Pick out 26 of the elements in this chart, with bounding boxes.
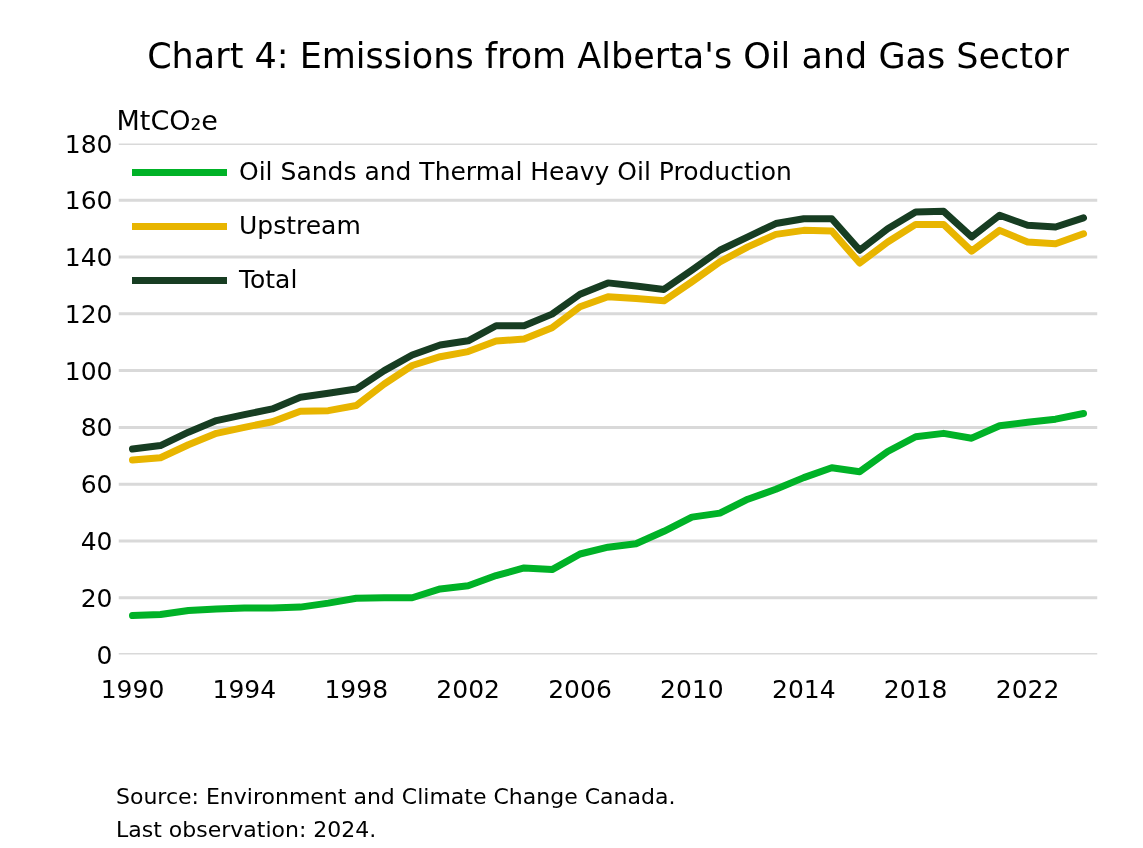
source-note: Source: Environment and Climate Change Canada. bbox=[116, 783, 676, 811]
x-tick-label: 2014 bbox=[771, 674, 836, 704]
x-tick-label: 2018 bbox=[883, 674, 948, 704]
legend-label: Upstream bbox=[239, 211, 361, 240]
y-tick-label: 60 bbox=[80, 470, 113, 500]
y-axis-title: MtCO₂e bbox=[116, 105, 218, 136]
y-tick-label: 140 bbox=[64, 243, 113, 273]
y-tick-label: 120 bbox=[64, 299, 113, 329]
x-tick-label: 1998 bbox=[324, 674, 389, 704]
x-tick-label: 2010 bbox=[660, 674, 724, 704]
y-tick-label: 40 bbox=[80, 526, 113, 556]
y-tick-label: 0 bbox=[96, 640, 113, 670]
y-tick-label: 180 bbox=[64, 129, 113, 159]
y-tick-label: 160 bbox=[64, 186, 113, 216]
x-tick-label: 1990 bbox=[100, 674, 165, 704]
legend-label: Oil Sands and Thermal Heavy Oil Production bbox=[239, 157, 792, 186]
x-tick-label: 2006 bbox=[548, 674, 612, 704]
y-tick-label: 20 bbox=[80, 583, 113, 613]
y-tick-label: 100 bbox=[64, 356, 113, 386]
text: Last observation: 2024. bbox=[116, 816, 377, 844]
chart-title: Chart 4: Emissions from Alberta's Oil and Gas Sector bbox=[147, 35, 1070, 76]
x-tick-label: 2022 bbox=[995, 674, 1060, 704]
legend-label: Total bbox=[239, 265, 298, 294]
x-tick-label: 1994 bbox=[212, 674, 277, 704]
x-tick-label: 2002 bbox=[436, 674, 500, 704]
y-tick-label: 80 bbox=[80, 413, 113, 443]
